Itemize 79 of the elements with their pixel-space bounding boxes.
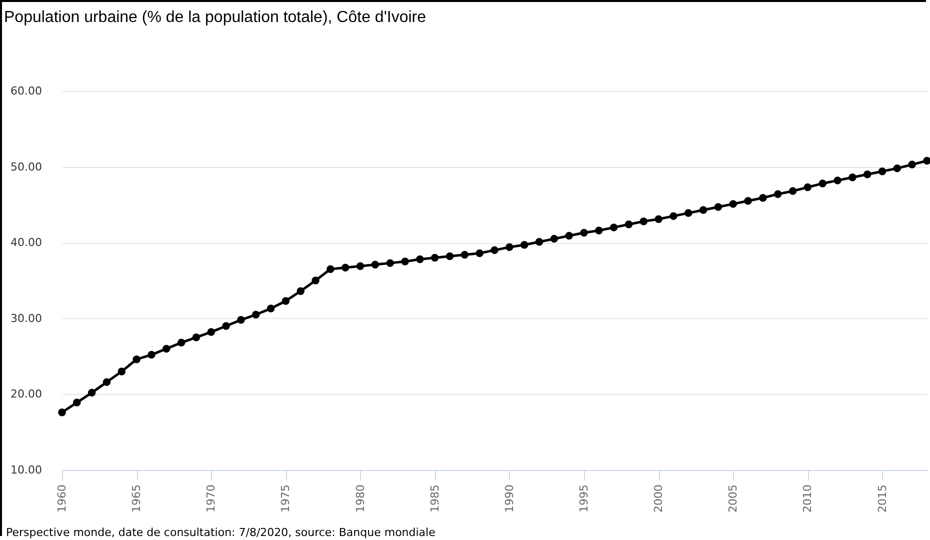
point [266, 304, 275, 312]
point [550, 234, 558, 243]
point [386, 259, 394, 267]
y-tick-label: 50.00 [10, 160, 42, 174]
point [744, 197, 752, 205]
point [654, 215, 662, 223]
point [670, 212, 678, 220]
x-tick-label: 1965 [130, 484, 144, 512]
point [923, 156, 930, 165]
x-tick-label: 1975 [279, 484, 292, 512]
text: Perspective monde, date de consultation: 7/8/2020, source: Banque mondiale [6, 526, 436, 539]
point [207, 328, 216, 336]
x-tick-label: 2000 [652, 484, 666, 512]
point [118, 368, 126, 376]
point [863, 170, 872, 178]
y-tick-label: 30.00 [10, 312, 42, 325]
point [341, 264, 350, 272]
point [326, 265, 334, 273]
point [356, 262, 364, 270]
point [580, 228, 588, 237]
point [684, 209, 692, 217]
point [401, 258, 409, 266]
point [132, 355, 140, 364]
point [520, 241, 528, 249]
point [804, 183, 812, 192]
y-tick-label: 60.00 [10, 84, 42, 98]
point [729, 200, 737, 208]
x-tick-label: 1990 [502, 484, 516, 512]
point [878, 167, 886, 176]
point [908, 160, 916, 168]
point [177, 338, 186, 347]
point [848, 174, 856, 182]
point [162, 344, 170, 353]
point [788, 187, 797, 195]
point [312, 276, 320, 284]
point [774, 190, 782, 198]
point [624, 220, 633, 228]
chart-title: Population urbaine (% de la population totale), Côte d'Ivoire [4, 9, 426, 26]
point [759, 194, 767, 202]
point [252, 310, 260, 318]
point [490, 246, 498, 254]
point [446, 252, 454, 260]
point [818, 180, 826, 188]
x-tick-label: 1960 [56, 484, 68, 512]
x-tick-label: 1985 [428, 484, 442, 512]
x-tick-label: 2015 [876, 484, 889, 512]
x-tick-label: 2005 [726, 484, 740, 512]
point [237, 316, 245, 324]
point [565, 232, 573, 240]
point [893, 164, 902, 172]
x-tick-label: 2010 [801, 484, 814, 512]
point [73, 398, 81, 406]
x-tick-label: 1980 [354, 484, 367, 512]
point [535, 238, 544, 246]
point [430, 254, 439, 262]
point [476, 249, 484, 258]
point [699, 206, 708, 214]
x-tick-label: 1970 [204, 484, 218, 512]
point [506, 243, 514, 252]
point [296, 287, 304, 295]
x-tick-label: 1995 [577, 484, 590, 512]
point [222, 322, 230, 330]
point [640, 218, 648, 226]
point [58, 408, 66, 416]
point [88, 388, 96, 397]
point [282, 297, 290, 305]
point [610, 224, 618, 232]
point [460, 250, 469, 259]
point [714, 203, 722, 211]
point [102, 378, 111, 386]
point [416, 255, 424, 264]
point [192, 333, 200, 342]
point [148, 350, 156, 359]
point [834, 176, 842, 184]
point [595, 226, 603, 234]
y-tick-label: 10.00 [10, 464, 42, 476]
point [371, 260, 380, 268]
y-tick-label: 40.00 [10, 236, 42, 250]
y-tick-label: 20.00 [10, 388, 42, 401]
